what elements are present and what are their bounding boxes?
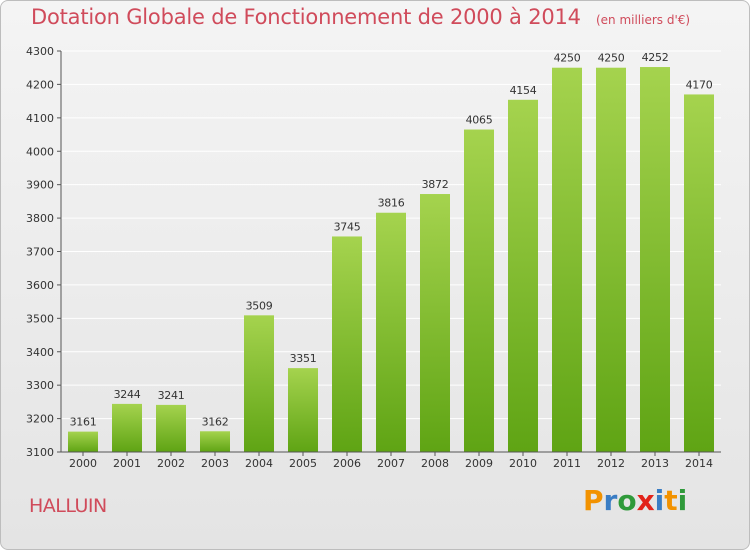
data-label-2008: 3872 xyxy=(422,178,449,191)
y-tick-label: 3600 xyxy=(26,279,54,292)
data-label-2009: 4065 xyxy=(466,114,493,127)
bar-2010 xyxy=(508,99,538,452)
bar-2004 xyxy=(244,315,274,452)
y-tick-label: 3400 xyxy=(26,346,54,359)
bar-2014 xyxy=(684,94,714,453)
bar-2008 xyxy=(420,194,450,453)
y-tick-label: 3300 xyxy=(26,379,54,392)
y-tick-label: 3800 xyxy=(26,212,54,225)
bar-2007 xyxy=(376,212,406,452)
y-tick-label: 4000 xyxy=(26,145,54,158)
x-tick-label: 2005 xyxy=(289,457,317,470)
data-label-2014: 4170 xyxy=(686,78,713,91)
data-label-2007: 3816 xyxy=(378,197,405,210)
data-label-2013: 4252 xyxy=(642,51,669,64)
data-label-2005: 3351 xyxy=(290,352,317,365)
x-tick-label: 2002 xyxy=(157,457,185,470)
bar-2000 xyxy=(68,431,98,452)
bar-2013 xyxy=(640,67,670,452)
x-tick-label: 2013 xyxy=(641,457,669,470)
bar-2005 xyxy=(288,368,318,452)
y-tick-label: 3700 xyxy=(26,246,54,259)
x-tick-label: 2011 xyxy=(553,457,581,470)
data-label-2000: 3161 xyxy=(70,416,97,429)
bar-2003 xyxy=(200,431,230,452)
logo-letter: x xyxy=(636,484,655,517)
x-tick-label: 2008 xyxy=(421,457,449,470)
y-tick-label: 4300 xyxy=(26,45,54,58)
x-tick-label: 2014 xyxy=(685,457,713,470)
x-tick-label: 2001 xyxy=(113,457,141,470)
bars-layer xyxy=(68,67,714,453)
y-tick-label: 3500 xyxy=(26,312,54,325)
y-tick-label: 3200 xyxy=(26,413,54,426)
x-tick-label: 2007 xyxy=(377,457,405,470)
data-label-2003: 3162 xyxy=(202,415,229,428)
commune-name: HALLUIN xyxy=(29,495,107,517)
bar-2009 xyxy=(464,129,494,452)
logo-letter: r xyxy=(603,484,618,517)
logo-letter: i xyxy=(654,484,665,517)
bar-2012 xyxy=(596,67,626,452)
bar-2002 xyxy=(156,404,186,452)
x-tick-label: 2010 xyxy=(509,457,537,470)
y-tick-label: 4200 xyxy=(26,78,54,91)
data-label-2012: 4250 xyxy=(598,52,625,65)
x-tick-label: 2012 xyxy=(597,457,625,470)
x-tick-label: 2003 xyxy=(201,457,229,470)
x-tick-label: 2009 xyxy=(465,457,493,470)
data-label-2006: 3745 xyxy=(334,220,361,233)
chart-title: Dotation Globale de Fonctionnement de 20… xyxy=(31,5,581,29)
x-tick-label: 2004 xyxy=(245,457,273,470)
axis-layer: 3100 3200 3300 3400 3500 3600 3700 3800 3900 4000… xyxy=(26,45,721,470)
logo-letter: i xyxy=(677,484,688,517)
data-label-2001: 3244 xyxy=(114,388,141,401)
logo-letter: P xyxy=(583,484,604,517)
logo-letter: t xyxy=(664,484,678,517)
data-label-2010: 4154 xyxy=(510,84,537,97)
data-labels-layer: 3161 3244 3241 3162 3509 3351 3745 3816 3872 4065… xyxy=(70,51,713,429)
logo-letter: o xyxy=(617,484,637,517)
y-tick-label: 3100 xyxy=(26,446,54,459)
x-tick-label: 2006 xyxy=(333,457,361,470)
bar-2006 xyxy=(332,236,362,452)
chart-unit: (en milliers d'€) xyxy=(595,13,691,27)
data-label-2011: 4250 xyxy=(554,52,581,65)
proxiti-logo[interactable]: Proxiti xyxy=(583,487,687,515)
data-label-2004: 3509 xyxy=(246,299,273,312)
y-tick-label: 4100 xyxy=(26,112,54,125)
title-row: Dotation Globale de Fonctionnement de 20… xyxy=(31,5,690,29)
y-tick-label: 3900 xyxy=(26,179,54,192)
x-tick-label: 2000 xyxy=(69,457,97,470)
data-label-2002: 3241 xyxy=(158,389,185,402)
bar-2001 xyxy=(112,403,142,452)
bar-2011 xyxy=(552,67,582,452)
